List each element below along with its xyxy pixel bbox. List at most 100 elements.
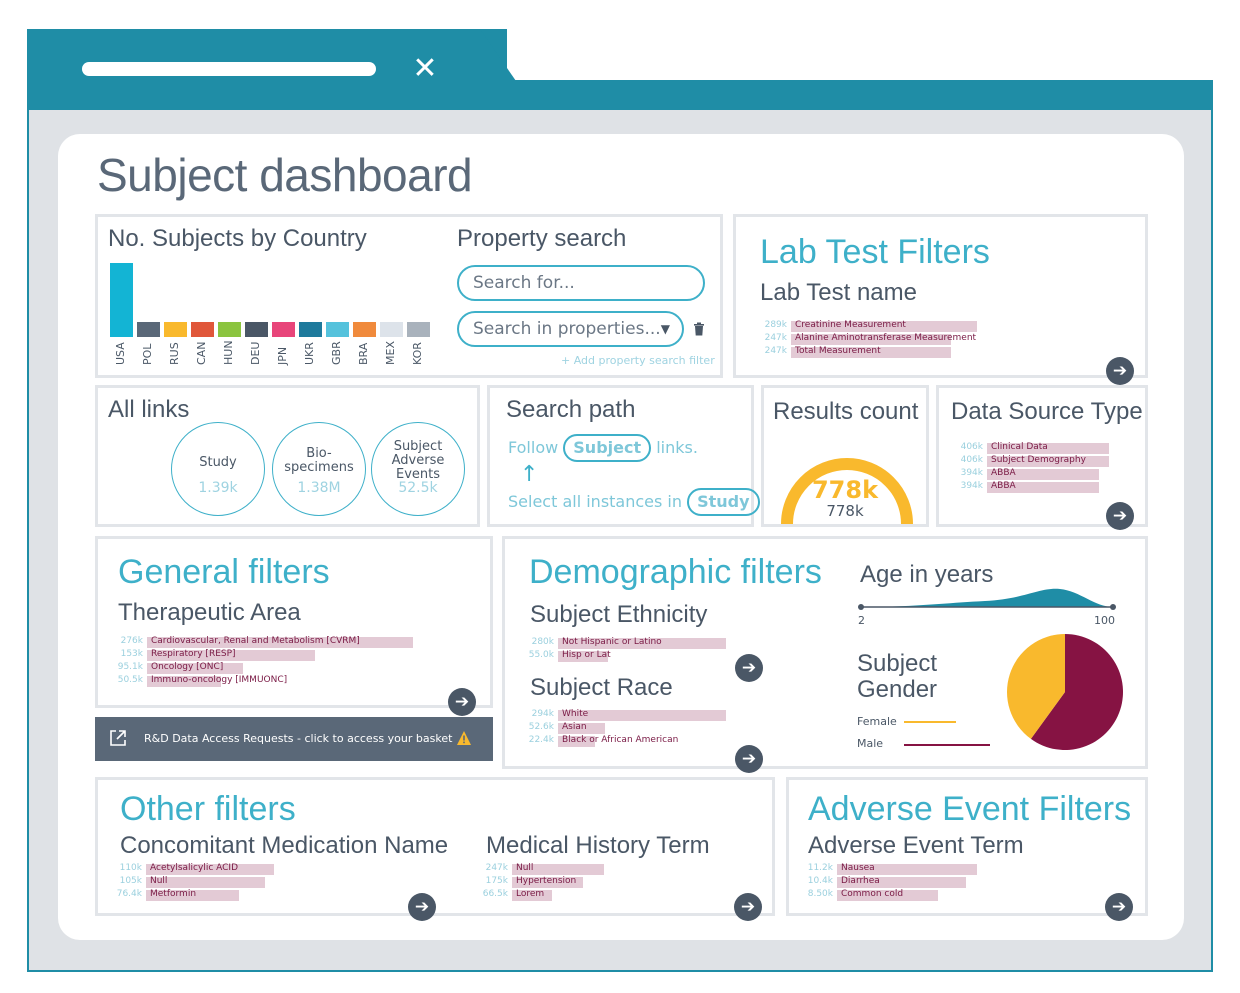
bar-label: Respiratory [RESP]: [151, 649, 236, 659]
bar-row[interactable]: 153k Respiratory [RESP]: [121, 649, 413, 661]
bar-label: Acetylsalicylic ACID: [150, 863, 238, 873]
gender-male-label: Male: [857, 737, 884, 750]
bar-fill: [512, 864, 604, 875]
bar-row[interactable]: 52.6k Asian: [529, 722, 726, 734]
country-bar-rus[interactable]: [164, 322, 187, 337]
bar-row[interactable]: 406k Subject Demography: [961, 455, 1109, 467]
address-bar[interactable]: [82, 62, 376, 76]
country-label: USA: [114, 342, 127, 365]
country-bar-deu[interactable]: [245, 322, 268, 337]
bar-row[interactable]: 22.4k Black or African American: [529, 735, 726, 747]
bar-row[interactable]: 394k ABBA: [961, 468, 1109, 480]
bar-count: 394k: [960, 481, 983, 491]
search-input[interactable]: Search for...: [457, 265, 705, 301]
all-links-title: All links: [108, 396, 190, 423]
bar-row[interactable]: 8.50k Common cold: [808, 889, 977, 901]
bar-row[interactable]: 247k Null: [486, 863, 604, 875]
close-icon[interactable]: ✕: [412, 51, 438, 86]
bar-fill: [147, 637, 413, 648]
bar-label: Subject Demography: [991, 455, 1086, 465]
bar-count: 50.5k: [117, 675, 143, 685]
arrow-right-icon[interactable]: ➔: [735, 745, 763, 773]
bar-fill: [146, 877, 266, 888]
add-property-filter-link[interactable]: + Add property search filter: [561, 354, 715, 367]
bar-count: 8.50k: [807, 889, 833, 899]
bar-label: Hypertension: [516, 876, 577, 886]
bar-row[interactable]: 394k ABBA: [961, 481, 1109, 493]
bar-row[interactable]: 11.2k Nausea: [808, 863, 977, 875]
follow-entity-pill[interactable]: Subject: [563, 434, 652, 462]
bar-row[interactable]: 289k Creatinine Measurement: [765, 320, 977, 332]
country-bar-bra[interactable]: [353, 322, 376, 337]
bar-row[interactable]: 294k White: [532, 709, 726, 721]
link-node-study[interactable]: Study 1.39k: [171, 422, 265, 516]
bar-row[interactable]: 76.4k Metformin: [117, 889, 274, 901]
data-access-request-bar[interactable]: R&D Data Access Requests - click to acce…: [95, 717, 493, 761]
country-bar-ukr[interactable]: [299, 322, 322, 337]
bar-label: Common cold: [841, 889, 904, 899]
bar-fill: [558, 723, 606, 734]
adverse-events-title: Adverse Event Filters: [808, 790, 1132, 828]
bar-row[interactable]: 55.0k Hisp or Lat: [529, 650, 726, 662]
country-bar-gbr[interactable]: [326, 322, 349, 337]
country-bar-hun[interactable]: [218, 322, 241, 337]
select-text: Select all instances in: [508, 492, 683, 511]
bar-count: 105k: [119, 876, 142, 886]
bar-row[interactable]: 247k Total Measurement: [765, 346, 977, 358]
arrow-right-icon[interactable]: ➔: [1105, 893, 1133, 921]
arrow-right-icon[interactable]: ➔: [735, 654, 763, 682]
country-bar-kor[interactable]: [407, 322, 430, 337]
bar-row[interactable]: 95.1k Oncology [ONC]: [118, 662, 413, 674]
bar-count: 95.1k: [117, 662, 143, 672]
bar-row[interactable]: 406k Clinical Data: [961, 442, 1109, 454]
bar-count: 247k: [764, 333, 787, 343]
arrow-right-icon[interactable]: ➔: [1106, 502, 1134, 530]
arrow-right-icon[interactable]: ➔: [408, 893, 436, 921]
bar-count: 406k: [960, 442, 983, 452]
select-entity-pill[interactable]: Study: [687, 488, 760, 516]
lab-test-card: Lab Test Filters Lab Test name 289k Creat…: [733, 214, 1148, 385]
bar-row[interactable]: 50.5k Immuno-oncology [IMMUONC]: [118, 675, 413, 687]
country-bar-usa[interactable]: [110, 263, 133, 337]
arrow-right-icon[interactable]: ➔: [448, 688, 476, 716]
link-node-count: 1.39k: [198, 480, 238, 496]
country-bar-jpn[interactable]: [272, 322, 295, 337]
bar-label: Oncology [ONC]: [151, 662, 224, 672]
link-node-biospecimens[interactable]: Bio- specimens 1.38M: [272, 422, 366, 516]
bar-fill: [558, 736, 595, 747]
race-title: Subject Race: [530, 674, 673, 701]
country-label: POL: [141, 343, 154, 365]
bar-row[interactable]: 110k Acetylsalicylic ACID: [120, 863, 274, 875]
bar-row[interactable]: 66.5k Lorem: [483, 889, 604, 901]
bar-row[interactable]: 10.4k Diarrhea: [808, 876, 977, 888]
bar-count: 10.4k: [807, 876, 833, 886]
bar-row[interactable]: 280k Not Hispanic or Latino: [532, 637, 726, 649]
bar-row[interactable]: 105k Null: [120, 876, 274, 888]
gender-slice-female[interactable]: [1007, 634, 1065, 739]
country-bar-can[interactable]: [191, 322, 214, 337]
bar-label: Hisp or Lat: [562, 650, 611, 660]
data-access-label: R&D Data Access Requests - click to acce…: [144, 732, 453, 745]
bar-count: 294k: [531, 709, 554, 719]
country-label: JPN: [276, 346, 289, 365]
link-node-adverse-events[interactable]: Subject Adverse Events 52.5k: [371, 422, 465, 516]
country-label: HUN: [222, 340, 235, 365]
gender-female-swatch: [904, 721, 956, 723]
bar-row[interactable]: 276k Cardiovascular, Renal and Metabolism…: [121, 636, 413, 648]
country-bar-mex[interactable]: [380, 322, 403, 337]
country-bar-pol[interactable]: [137, 322, 160, 337]
bar-fill: [987, 469, 1100, 480]
medication-title: Concomitant Medication Name: [120, 832, 449, 859]
general-filters-title: General filters: [118, 553, 330, 591]
country-label: CAN: [195, 341, 208, 365]
general-filters-card: General filters Therapeutic Area 276k Car…: [95, 536, 493, 716]
external-link-icon: [110, 730, 126, 746]
gender-slice-male[interactable]: [1030, 634, 1123, 750]
trash-icon[interactable]: [693, 321, 705, 336]
bar-row[interactable]: 247k Alanine Aminotransferase Measurement: [765, 333, 977, 345]
bar-row[interactable]: 175k Hypertension: [486, 876, 604, 888]
properties-dropdown[interactable]: Search in properties... ▼: [457, 311, 684, 347]
arrow-right-icon[interactable]: ➔: [734, 893, 762, 921]
link-node-count: 1.38M: [297, 480, 341, 496]
arrow-right-icon[interactable]: ➔: [1106, 357, 1134, 385]
